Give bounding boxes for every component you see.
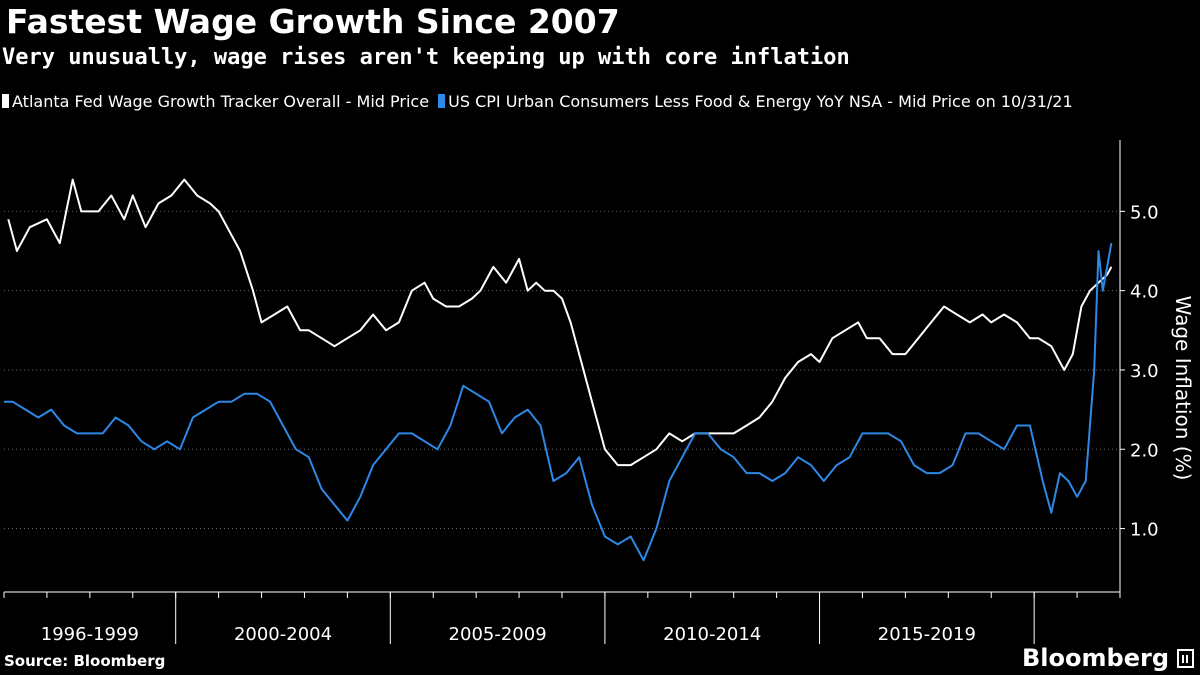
y-axis-label: Wage Inflation (%): [1171, 296, 1195, 481]
series-layer: [4, 178, 1113, 562]
y-tick-label-4: 5.0: [1130, 202, 1159, 223]
x-period-label-0: 1996-1999: [41, 624, 139, 645]
legend-label-cpi: US CPI Urban Consumers Less Food & Energ…: [448, 92, 1073, 111]
series-line-cpi: [4, 242, 1113, 562]
x-period-label-2: 2005-2009: [449, 624, 547, 645]
legend-item-cpi: US CPI Urban Consumers Less Food & Energ…: [438, 92, 1073, 111]
x-period-label-4: 2015-2019: [878, 624, 976, 645]
y-tick-label-1: 2.0: [1130, 440, 1159, 461]
series-line-wage: [7, 178, 1113, 467]
y-tick-label-2: 3.0: [1130, 361, 1159, 382]
source-note: Source: Bloomberg: [4, 652, 166, 670]
legend-swatch-cpi: [438, 94, 446, 108]
legend-label-wage: Atlanta Fed Wage Growth Tracker Overall …: [12, 92, 430, 111]
x-period-label-1: 2000-2004: [234, 624, 332, 645]
legend-swatch-wage: [2, 94, 9, 108]
brand-icon: [1177, 648, 1194, 668]
axis-layer: 1.0 2.0 3.0 4.0 5.0 1996-1999 2000-2004 2005-20…: [3, 140, 1159, 645]
y-tick-label-0: 1.0: [1130, 520, 1159, 541]
chart-legend: Atlanta Fed Wage Growth Tracker Overall …: [2, 92, 1077, 111]
chart-subtitle: Very unusually, wage rises aren't keepin…: [2, 45, 850, 70]
y-tick-label-3: 4.0: [1130, 282, 1159, 303]
chart-title: Fastest Wage Growth Since 2007: [6, 2, 620, 41]
brand-name: Bloomberg: [1022, 644, 1169, 672]
brand-logo: Bloomberg: [1022, 644, 1194, 672]
x-period-label-3: 2010-2014: [663, 624, 761, 645]
legend-item-wage: Atlanta Fed Wage Growth Tracker Overall …: [2, 92, 429, 111]
grid-layer: [4, 210, 1120, 530]
